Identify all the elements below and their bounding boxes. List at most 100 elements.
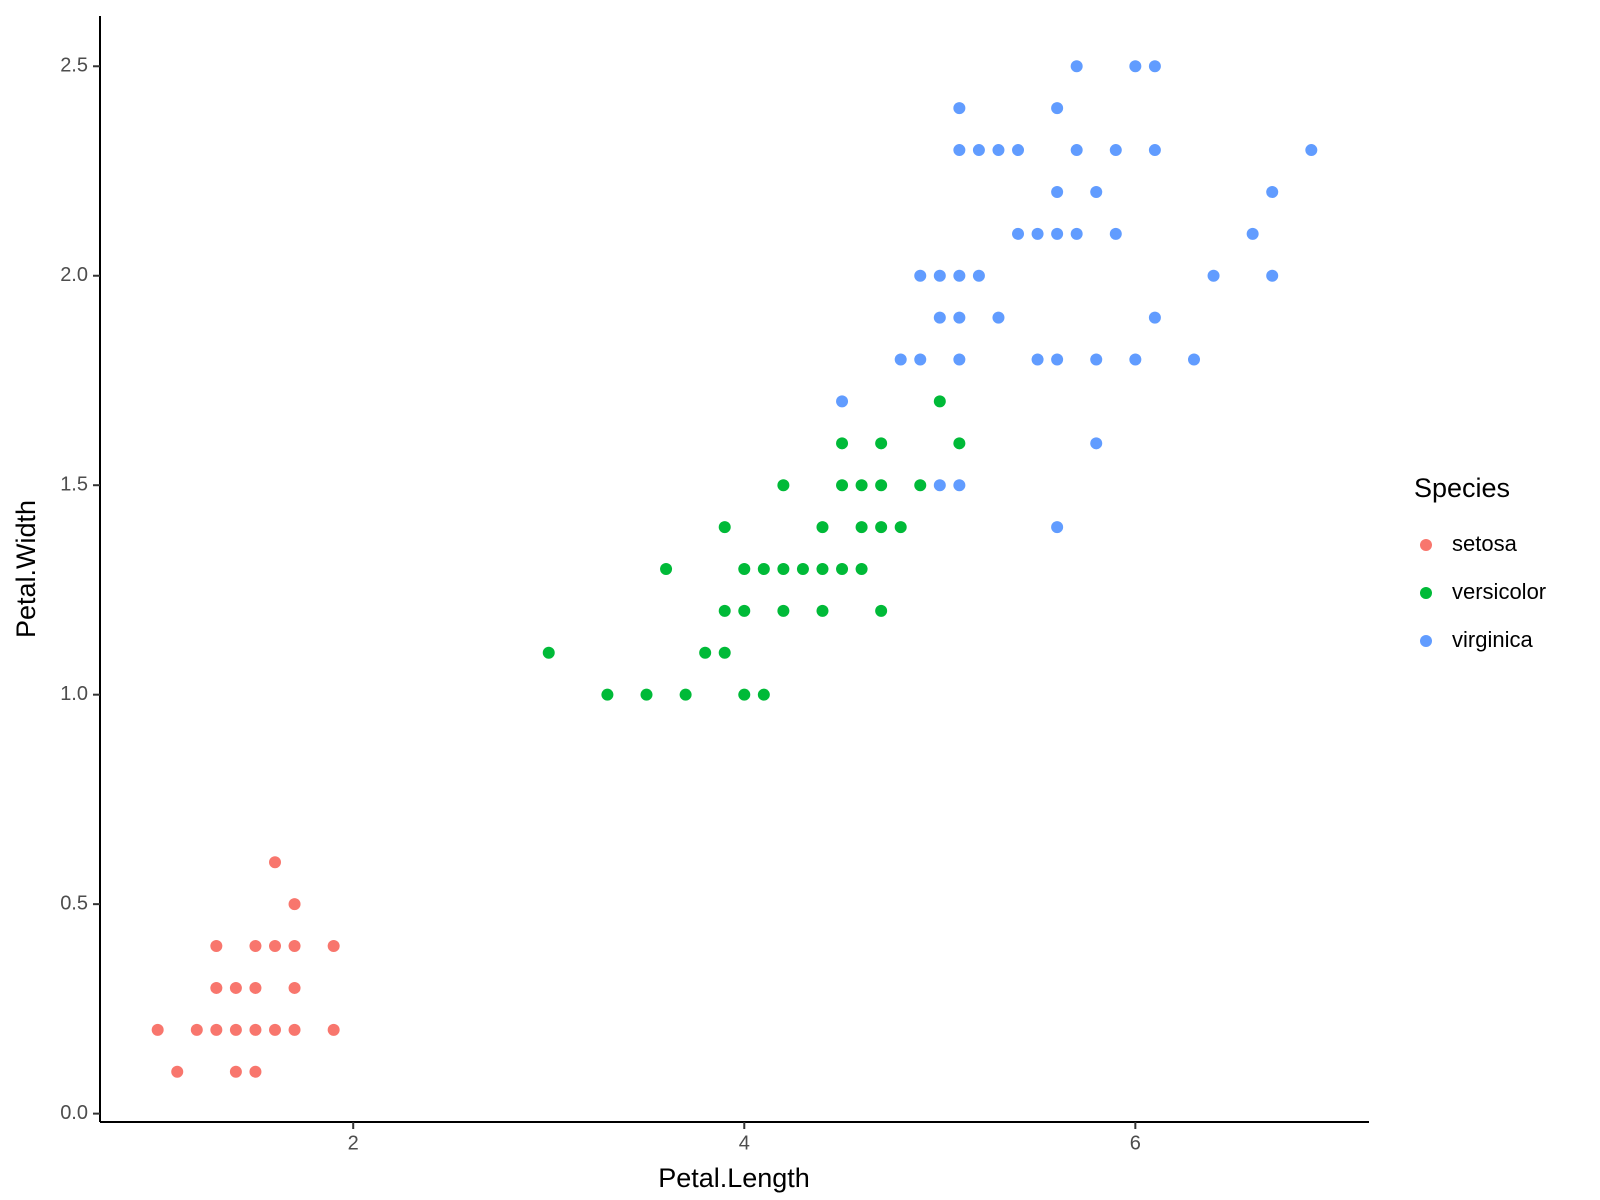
point — [1070, 144, 1083, 157]
point — [151, 1023, 164, 1036]
point — [953, 102, 966, 115]
point — [1266, 269, 1279, 282]
point — [1031, 353, 1044, 366]
x-tick-label: 6 — [1130, 1132, 1141, 1154]
point — [836, 395, 849, 408]
point — [953, 353, 966, 366]
point — [1012, 227, 1025, 240]
point — [953, 437, 966, 450]
point — [269, 940, 282, 953]
point — [171, 1065, 184, 1078]
point — [777, 563, 790, 575]
point — [914, 353, 927, 366]
point — [229, 981, 242, 994]
point — [288, 981, 301, 994]
point — [269, 856, 282, 869]
point — [1148, 311, 1161, 324]
point — [914, 479, 927, 492]
point — [757, 688, 770, 701]
point — [816, 604, 829, 617]
point — [933, 395, 946, 408]
point — [210, 981, 223, 994]
point — [836, 563, 849, 575]
point — [855, 479, 868, 492]
y-tick-label: 2.5 — [60, 55, 88, 77]
x-axis-title: Petal.Length — [658, 1163, 810, 1193]
point — [288, 898, 301, 911]
point — [875, 479, 888, 492]
point — [679, 688, 692, 701]
point — [777, 604, 790, 617]
y-tick-label: 0.0 — [60, 1102, 88, 1124]
point — [249, 940, 262, 953]
y-tick-label: 1.0 — [60, 683, 88, 705]
point — [855, 521, 868, 534]
point — [1090, 353, 1103, 366]
point — [757, 563, 770, 575]
point — [601, 688, 614, 701]
point — [992, 144, 1005, 157]
point — [777, 479, 790, 492]
point — [660, 563, 673, 575]
point — [1246, 227, 1259, 240]
x-tick-label: 4 — [739, 1132, 750, 1154]
point — [288, 940, 301, 953]
point — [269, 1023, 282, 1036]
point — [718, 646, 731, 659]
point — [855, 563, 868, 575]
y-tick-label: 1.5 — [60, 473, 88, 495]
point — [1266, 185, 1279, 198]
point — [933, 269, 946, 282]
point — [933, 479, 946, 492]
point — [1305, 144, 1318, 157]
point — [1129, 353, 1142, 366]
point — [640, 688, 653, 701]
point — [914, 269, 927, 282]
point — [972, 269, 985, 282]
point — [718, 604, 731, 617]
point — [816, 521, 829, 534]
point — [1148, 144, 1161, 157]
point — [1129, 60, 1142, 73]
point — [738, 604, 751, 617]
legend-label: versicolor — [1452, 579, 1546, 604]
point — [1051, 353, 1064, 366]
point — [249, 1065, 262, 1078]
point — [894, 521, 907, 534]
point — [1109, 227, 1122, 240]
point — [1051, 102, 1064, 115]
point — [1090, 437, 1103, 450]
point — [738, 688, 751, 701]
point — [229, 1065, 242, 1078]
point — [953, 479, 966, 492]
legend-title: Species — [1414, 473, 1510, 503]
point — [933, 311, 946, 324]
point — [816, 563, 829, 575]
point — [1012, 144, 1025, 157]
point — [249, 981, 262, 994]
point — [953, 269, 966, 282]
legend-marker — [1420, 635, 1432, 647]
point — [836, 437, 849, 450]
point — [1207, 269, 1220, 282]
point — [953, 311, 966, 324]
point — [542, 646, 555, 659]
point — [1070, 227, 1083, 240]
point — [894, 353, 907, 366]
legend-label: virginica — [1452, 627, 1533, 652]
point — [1109, 144, 1122, 157]
point — [796, 563, 809, 575]
legend-label: setosa — [1452, 531, 1518, 556]
legend-marker — [1420, 539, 1432, 551]
point — [1070, 60, 1083, 73]
x-tick-label: 2 — [348, 1132, 359, 1154]
point — [210, 1023, 223, 1036]
point — [229, 1023, 242, 1036]
point — [875, 437, 888, 450]
y-tick-label: 0.5 — [60, 892, 88, 914]
point — [875, 521, 888, 534]
point — [699, 646, 712, 659]
point — [1148, 60, 1161, 73]
point — [1187, 353, 1200, 366]
point — [1051, 185, 1064, 198]
